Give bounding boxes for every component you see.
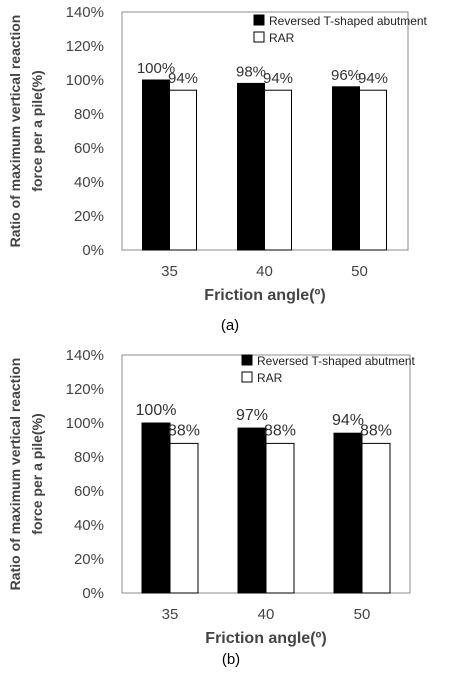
chart-panel-1: 0%20%40%60%80%100%120%140%100%94%3598%94… — [7, 4, 428, 334]
data-label: 100% — [136, 402, 177, 419]
x-tick-label: 50 — [354, 606, 371, 623]
y-axis-title-line-2: force per a pile(%) — [29, 413, 45, 534]
chart-panel-2: 0%20%40%60%80%100%120%140%100%88%3597%88… — [7, 347, 416, 668]
y-tick-label: 40% — [74, 174, 104, 191]
data-label: 88% — [168, 422, 200, 439]
y-tick-label: 80% — [74, 106, 104, 123]
bar-reversed-t-35 — [142, 79, 170, 251]
legend-label-rar: RAR — [257, 371, 283, 385]
y-tick-label: 20% — [74, 208, 104, 225]
y-tick-label: 0% — [82, 242, 104, 259]
bar-rar-40 — [265, 442, 295, 594]
y-tick-label: 120% — [66, 381, 104, 398]
y-tick-label: 120% — [66, 38, 104, 55]
y-tick-label: 40% — [74, 517, 104, 534]
y-tick-label: 140% — [66, 347, 104, 364]
legend-label-rar: RAR — [269, 31, 295, 45]
x-tick-label: 40 — [258, 606, 275, 623]
y-tick-label: 60% — [74, 140, 104, 157]
y-tick-label: 0% — [82, 585, 104, 602]
data-label: 88% — [360, 422, 392, 439]
panel-caption: (a) — [221, 317, 239, 334]
y-tick-label: 100% — [66, 72, 104, 89]
legend-swatch-reversed-t — [241, 354, 253, 366]
bar-rar-50 — [361, 442, 391, 594]
data-label: 94% — [263, 70, 293, 87]
bar-reversed-t-35 — [141, 422, 171, 594]
legend-swatch-rar — [253, 31, 265, 43]
bar-reversed-t-40 — [237, 82, 265, 251]
y-tick-label: 60% — [74, 483, 104, 500]
bar-reversed-t-50 — [332, 86, 360, 251]
data-label: 98% — [236, 63, 266, 80]
data-label: 88% — [264, 422, 296, 439]
x-axis-title: Friction angle(º) — [204, 287, 325, 304]
data-label: 94% — [332, 412, 364, 429]
data-label: 96% — [331, 67, 361, 84]
bar-reversed-t-50 — [333, 432, 363, 594]
x-tick-label: 35 — [162, 606, 179, 623]
bar-reversed-t-40 — [237, 427, 267, 594]
y-tick-label: 80% — [74, 449, 104, 466]
legend-swatch-reversed-t — [253, 14, 265, 26]
bar-rar-35 — [169, 89, 197, 251]
legend-swatch-rar — [241, 371, 253, 383]
panel-caption: (b) — [222, 651, 240, 668]
x-tick-label: 50 — [351, 263, 368, 280]
data-label: 100% — [137, 60, 175, 77]
bar-rar-35 — [169, 442, 199, 594]
data-label: 94% — [168, 70, 198, 87]
y-tick-label: 20% — [74, 551, 104, 568]
x-axis-title: Friction angle(º) — [205, 630, 326, 647]
legend-label-reversed-t: Reversed T-shaped abutment — [269, 14, 428, 28]
y-tick-label: 140% — [66, 4, 104, 21]
data-label: 94% — [358, 70, 388, 87]
data-label: 97% — [236, 407, 268, 424]
y-axis-title-line-1: Ratio of maximum vertical reaction — [7, 358, 23, 591]
bar-rar-50 — [359, 89, 387, 251]
x-tick-label: 40 — [256, 263, 273, 280]
y-tick-label: 100% — [66, 415, 104, 432]
y-axis-title-line-1: Ratio of maximum vertical reaction — [7, 15, 23, 248]
bar-rar-40 — [264, 89, 292, 251]
legend-label-reversed-t: Reversed T-shaped abutment — [257, 354, 416, 368]
x-tick-label: 35 — [161, 263, 178, 280]
y-axis-title-line-2: force per a pile(%) — [29, 70, 45, 191]
